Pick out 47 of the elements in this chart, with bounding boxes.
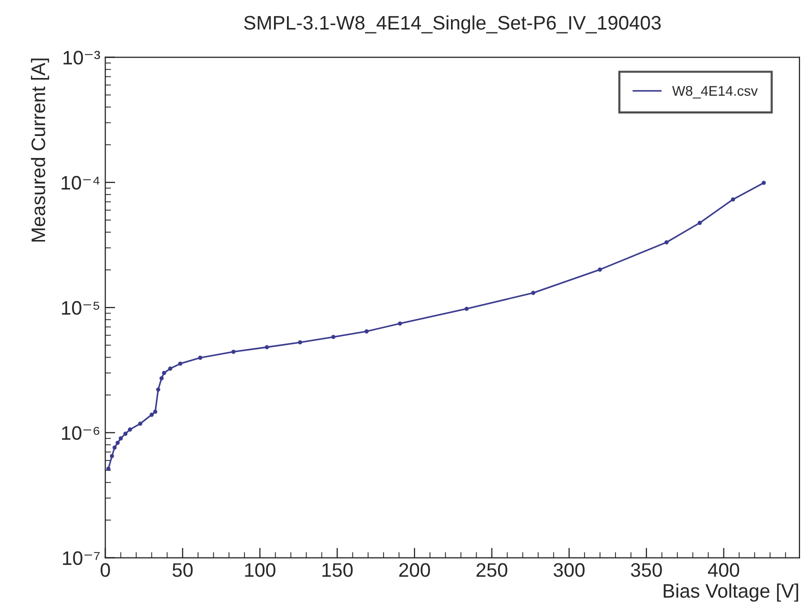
point: [106, 466, 110, 471]
point: [156, 387, 160, 392]
point: [178, 362, 182, 366]
y-tick-label: 10⁻⁵: [62, 301, 100, 315]
y-tick-label: 10⁻⁴: [62, 176, 100, 190]
point: [153, 410, 158, 414]
point: [264, 345, 269, 350]
y-tick-label: 10⁻⁶: [62, 426, 100, 440]
point: [110, 454, 114, 458]
point: [664, 240, 669, 244]
point: [168, 366, 172, 371]
x-tick-label: 250: [476, 563, 508, 577]
point: [198, 356, 202, 360]
point: [762, 180, 766, 185]
point: [398, 321, 402, 326]
x-tick-label: 0: [100, 563, 110, 577]
point: [730, 197, 736, 202]
x-tick-label: 400: [708, 563, 740, 577]
point: [150, 412, 154, 417]
point: [118, 436, 123, 440]
x-tick-label: 300: [554, 563, 585, 577]
point: [464, 306, 469, 311]
point: [331, 334, 336, 340]
point: [159, 376, 164, 380]
point: [112, 445, 117, 450]
legend-label: W8_4E14.csv: [672, 86, 758, 98]
x-tick-label: 150: [322, 563, 353, 577]
point: [698, 220, 702, 225]
y-tick-label: 10⁻⁷: [62, 551, 100, 566]
point: [116, 440, 120, 445]
y-axis-title: Measured Current [A]: [30, 58, 50, 242]
point: [298, 340, 302, 344]
point: [128, 427, 132, 432]
x-axis-title: Bias Voltage [V]: [664, 584, 798, 602]
point: [123, 432, 128, 436]
point: [598, 268, 602, 272]
point: [138, 422, 142, 426]
x-tick-label: 350: [630, 563, 662, 577]
y-tick-label: 10⁻³: [64, 50, 100, 65]
point: [162, 370, 166, 376]
chart-title: SMPL-3.1-W8_4E14_Single_Set-P6_IV_190403: [244, 15, 661, 34]
point: [231, 350, 236, 354]
x-tick-label: 200: [399, 563, 430, 577]
x-tick-label: 50: [172, 563, 193, 577]
x-tick-label: 100: [245, 563, 276, 577]
point: [531, 290, 536, 295]
point: [364, 329, 369, 334]
